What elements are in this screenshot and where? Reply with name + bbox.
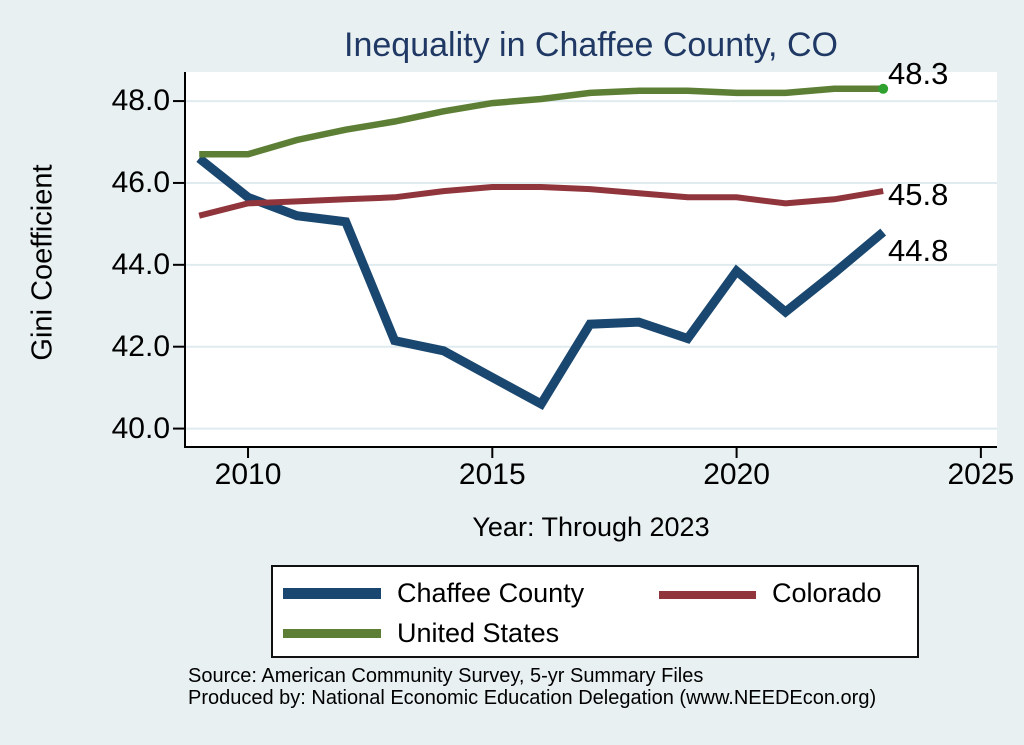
x-tick-label-2010: 2010	[214, 458, 282, 491]
x-axis-title: Year: Through 2023	[472, 512, 710, 542]
legend: Chaffee County Colorado United States	[271, 565, 919, 658]
legend-label-colorado: Colorado	[772, 578, 882, 608]
plot-area	[185, 72, 997, 447]
y-tick-label-40.0: 40.0	[111, 411, 170, 445]
source-line: Source: American Community Survey, 5-yr …	[188, 665, 704, 687]
legend-swatch-colorado	[659, 591, 756, 599]
y-tick-label-44.0: 44.0	[111, 247, 170, 281]
legend-label-chaffee-county: Chaffee County	[397, 578, 585, 608]
y-tick-label-42.0: 42.0	[111, 329, 170, 363]
x-tick-label-2020: 2020	[703, 458, 770, 491]
series-line-chaffee-county	[196, 154, 887, 410]
series-line-colorado	[198, 184, 884, 219]
y-tick-label-48.0: 48.0	[111, 84, 170, 118]
source-notes: Source: American Community Survey, 5-yr …	[188, 665, 877, 709]
series-line-united-states	[199, 85, 884, 158]
x-tick-label-2015: 2015	[458, 458, 526, 491]
chart-title: Inequality in Chaffee County, CO	[344, 26, 838, 64]
legend-swatch-united-states	[283, 629, 381, 638]
x-tick-label-2025: 2025	[947, 458, 1015, 491]
series-end-marker	[878, 83, 889, 94]
end-value-label-united-states: 48.3	[888, 56, 949, 91]
legend-label-united-states: United States	[397, 618, 560, 648]
legend-swatch-chaffee-county	[283, 588, 381, 599]
produced-by-line: Produced by: National Economic Education…	[188, 686, 877, 709]
end-value-label-colorado: 45.8	[888, 177, 949, 212]
y-tick-label-46.0: 46.0	[111, 165, 170, 199]
end-value-label-chaffee-county: 44.8	[888, 233, 949, 268]
